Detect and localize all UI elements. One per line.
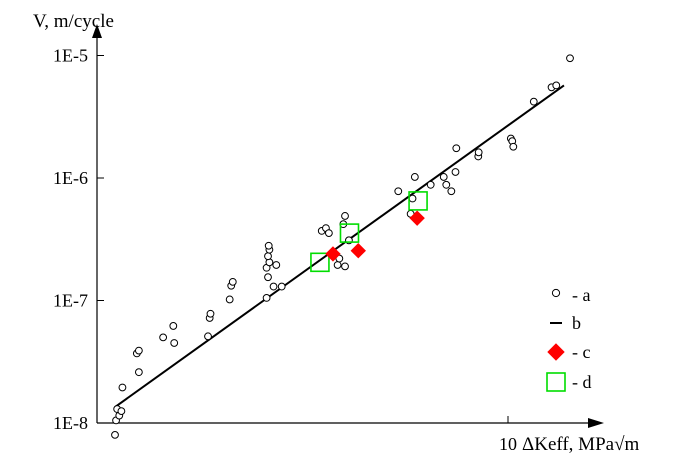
point-a bbox=[410, 173, 419, 181]
point-a bbox=[324, 229, 333, 237]
y-tick-label: 1E-7 bbox=[53, 291, 88, 311]
point-a bbox=[262, 294, 271, 302]
legend-label-b: b bbox=[572, 313, 581, 333]
point-a bbox=[474, 148, 483, 157]
point-d bbox=[310, 252, 330, 273]
point-a bbox=[169, 322, 178, 330]
point-c bbox=[409, 210, 425, 226]
point-a bbox=[552, 81, 561, 90]
axes bbox=[92, 24, 604, 428]
point-c bbox=[350, 242, 366, 259]
point-a bbox=[264, 252, 272, 261]
point-a bbox=[333, 261, 342, 269]
legend-label-c: - c bbox=[572, 342, 590, 362]
point-a bbox=[272, 261, 281, 269]
x-axis-label: ΔKeff, MPa√m bbox=[522, 434, 640, 455]
point-a bbox=[341, 212, 349, 220]
y-axis-label: V, m/cycle bbox=[33, 11, 114, 32]
point-a bbox=[225, 295, 234, 304]
y-ticks: 1E-5 1E-6 1E-7 1E-8 bbox=[53, 46, 104, 433]
point-a bbox=[206, 309, 215, 318]
point-a bbox=[269, 282, 278, 291]
y-tick-label: 1E-8 bbox=[53, 413, 88, 433]
legend-marker-c bbox=[547, 343, 565, 361]
point-a bbox=[117, 407, 126, 416]
point-a bbox=[111, 430, 119, 439]
legend-label-d: - d bbox=[572, 372, 592, 392]
point-a bbox=[408, 194, 417, 203]
point-a bbox=[394, 187, 403, 196]
legend-label-a: - a bbox=[572, 285, 590, 305]
point-a bbox=[341, 262, 349, 271]
legend-marker-d bbox=[546, 372, 566, 392]
x-axis-arrow bbox=[588, 418, 604, 428]
point-a bbox=[509, 142, 518, 151]
point-a bbox=[228, 277, 237, 286]
point-a bbox=[442, 180, 451, 189]
legend: - a b - c - d bbox=[546, 285, 592, 392]
point-a bbox=[529, 97, 538, 106]
point-a bbox=[170, 339, 179, 347]
data-points bbox=[111, 54, 574, 439]
point-a bbox=[277, 282, 286, 291]
point-d bbox=[339, 223, 360, 243]
y-tick-label: 1E-6 bbox=[53, 168, 88, 188]
point-d bbox=[408, 191, 428, 211]
point-a bbox=[204, 332, 212, 341]
y-tick-label: 1E-5 bbox=[53, 46, 88, 66]
point-a bbox=[452, 144, 461, 153]
point-a bbox=[134, 346, 143, 355]
x-ticks: 10 bbox=[499, 416, 517, 454]
x-tick-label: 10 bbox=[499, 434, 517, 454]
fit-line-b bbox=[114, 84, 565, 408]
point-a bbox=[566, 54, 574, 63]
point-c bbox=[325, 246, 341, 262]
point-a bbox=[426, 180, 435, 189]
y-axis-arrow bbox=[92, 24, 102, 38]
point-a bbox=[134, 368, 143, 377]
legend-marker-a bbox=[551, 288, 561, 298]
point-a bbox=[118, 383, 127, 392]
point-a bbox=[439, 173, 448, 181]
point-a bbox=[264, 241, 273, 250]
fit-line-group bbox=[114, 84, 565, 408]
point-a bbox=[264, 273, 272, 282]
point-a bbox=[159, 333, 168, 342]
point-a bbox=[451, 168, 460, 176]
point-a bbox=[447, 187, 456, 196]
